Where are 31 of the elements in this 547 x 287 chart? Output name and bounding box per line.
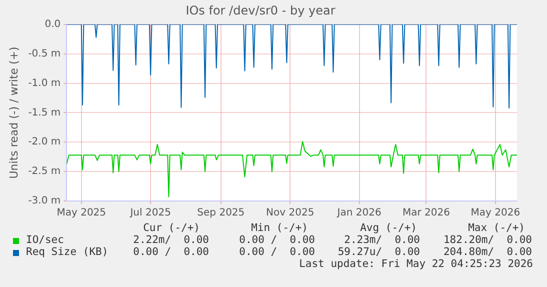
y-tick-label: 0.0 <box>44 18 61 30</box>
chart-title: IOs for /dev/sr0 - by year <box>186 3 336 18</box>
y-tick-label: -0.5 m <box>28 48 61 60</box>
x-tick-label: May 2025 <box>56 208 106 219</box>
y-tick-label: -1.5 m <box>28 107 61 118</box>
text: Avg (-/+) <box>360 222 417 234</box>
text: 59.27u/ 0.00 <box>338 246 420 258</box>
text: Min (-/+) <box>251 222 308 234</box>
text: 0.00 / 0.00 <box>239 246 315 258</box>
text: 0.00 / 0.00 <box>239 234 315 246</box>
y-tick-label: -3.0 m <box>28 196 61 207</box>
y-tick-label: -2.0 m <box>28 136 61 148</box>
x-tick-label: May 2026 <box>470 208 520 219</box>
x-tick-label: Nov 2025 <box>266 208 314 219</box>
y-tick-label: -2.5 m <box>28 166 61 178</box>
text: Max (-/+) <box>468 222 525 234</box>
x-tick-label: Jul 2025 <box>129 208 171 219</box>
legend-label: Req Size (KB) <box>26 246 108 258</box>
x-tick-label: Sep 2025 <box>197 208 245 219</box>
text: Last update: Fri May 22 04:25:23 2026 <box>299 258 533 270</box>
text: 204.80m/ 0.00 <box>443 246 532 258</box>
text: Cur (-/+) <box>143 222 200 234</box>
x-tick-label: Mar 2026 <box>402 208 450 219</box>
text: 2.22m/ 0.00 <box>133 234 209 246</box>
y-tick-label: -1.0 m <box>28 78 61 89</box>
text: 0.00 / 0.00 <box>133 246 209 258</box>
y-axis-title: Units read (-) / write (+) <box>7 46 20 179</box>
text: 2.23m/ 0.00 <box>344 234 420 246</box>
text: 182.20m/ 0.00 <box>443 234 532 246</box>
legend-label: IO/sec <box>26 234 64 246</box>
x-tick-label: Jan 2026 <box>336 208 382 219</box>
